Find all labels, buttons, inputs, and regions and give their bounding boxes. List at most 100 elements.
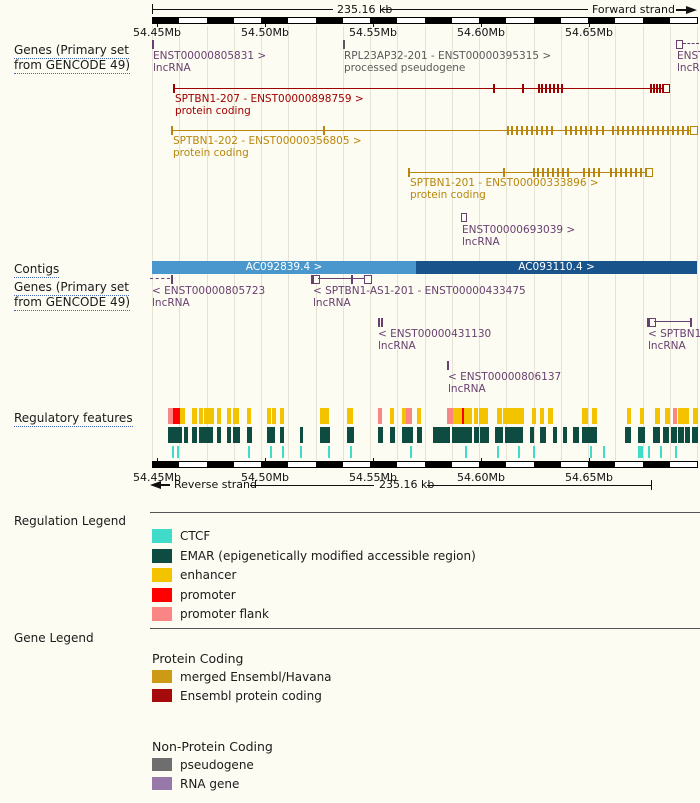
enhancer-block[interactable] <box>693 408 698 424</box>
emar-block[interactable] <box>685 427 690 443</box>
emar-block[interactable] <box>233 427 240 443</box>
enhancer-block[interactable] <box>548 408 553 424</box>
gene-label-SPTBN1-AS1-201[interactable]: < SPTBN1-AS1-201 - ENST00000433475 lncRNA <box>313 285 526 309</box>
ctcf-block[interactable] <box>675 446 677 458</box>
emar-block[interactable] <box>474 427 479 443</box>
emar-block[interactable] <box>553 427 557 443</box>
enhancer-block[interactable] <box>532 408 536 424</box>
gene-label-SPTBN1-202[interactable]: SPTBN1-202 - ENST00000356805 > protein co… <box>173 135 362 159</box>
enhancer-block[interactable] <box>417 408 421 424</box>
enhancer-block[interactable] <box>678 408 689 424</box>
ctcf-block[interactable] <box>300 446 302 458</box>
contig-AC093110.4[interactable]: AC093110.4 > <box>416 261 697 274</box>
emar-block[interactable] <box>582 427 597 443</box>
emar-block[interactable] <box>192 427 197 443</box>
enhancer-block[interactable] <box>655 408 660 424</box>
enhancer-block[interactable] <box>592 408 597 424</box>
enhancer-block[interactable] <box>503 408 524 424</box>
enhancer-block[interactable] <box>347 408 353 424</box>
emar-block[interactable] <box>280 427 284 443</box>
ctcf-block[interactable] <box>328 446 330 458</box>
enhancer-block[interactable] <box>497 408 502 424</box>
promoter-flank-block[interactable] <box>168 408 173 424</box>
gene-label-ENST00000693039[interactable]: ENST00000693039 > lncRNA <box>462 224 575 248</box>
ctcf-block[interactable] <box>590 446 592 458</box>
enhancer-block[interactable] <box>247 408 251 424</box>
promoter-flank-block[interactable] <box>406 408 412 424</box>
enhancer-block[interactable] <box>267 408 271 424</box>
track-label-contigs[interactable]: Contigs <box>14 262 60 278</box>
emar-block[interactable] <box>678 427 684 443</box>
emar-block[interactable] <box>540 427 546 443</box>
enhancer-block[interactable] <box>582 408 588 424</box>
enhancer-block[interactable] <box>192 408 197 424</box>
emar-block[interactable] <box>653 427 660 443</box>
emar-block[interactable] <box>480 427 489 443</box>
emar-block[interactable] <box>217 427 221 443</box>
ctcf-block[interactable] <box>248 446 250 458</box>
gene-label-clipped-right-top[interactable]: ENSTlncR <box>677 50 700 74</box>
ctcf-block[interactable] <box>518 446 520 458</box>
gene-label-ENST00000805723[interactable]: < ENST00000805723 lncRNA <box>152 285 265 309</box>
enhancer-block[interactable] <box>204 408 214 424</box>
enhancer-block[interactable] <box>390 408 394 424</box>
emar-block[interactable] <box>417 427 422 443</box>
enhancer-block[interactable] <box>474 408 478 424</box>
gene-label-SPTBN1-207[interactable]: SPTBN1-207 - ENST00000898759 > protein co… <box>175 93 364 117</box>
emar-block[interactable] <box>300 427 303 443</box>
ctcf-block[interactable] <box>350 446 352 458</box>
emar-block[interactable] <box>638 427 645 443</box>
enhancer-block[interactable] <box>280 408 284 424</box>
emar-block[interactable] <box>452 427 472 443</box>
emar-block[interactable] <box>663 427 669 443</box>
emar-block[interactable] <box>573 427 579 443</box>
transcript-line-SPTBN1-207[interactable] <box>173 88 663 89</box>
enhancer-block[interactable] <box>540 408 544 424</box>
promoter-block[interactable] <box>462 408 464 424</box>
promoter-flank-block[interactable] <box>673 408 677 424</box>
enhancer-block[interactable] <box>217 408 221 424</box>
promoter-block[interactable] <box>173 408 180 424</box>
emar-block[interactable] <box>320 427 330 443</box>
emar-block[interactable] <box>433 427 450 443</box>
transcript-line-SPTBN1-201[interactable] <box>408 172 646 173</box>
emar-block[interactable] <box>390 427 395 443</box>
track-label-regulatory-features[interactable]: Regulatory features <box>14 411 133 427</box>
emar-block[interactable] <box>184 427 188 443</box>
enhancer-block[interactable] <box>180 408 185 424</box>
gene-label-ENST00000806137[interactable]: < ENST00000806137 lncRNA <box>448 371 561 395</box>
ctcf-block[interactable] <box>660 446 662 458</box>
emar-block[interactable] <box>247 427 252 443</box>
enhancer-block[interactable] <box>665 408 670 424</box>
enhancer-block[interactable] <box>453 408 462 424</box>
transcript-line-SPTBN1-202[interactable] <box>171 130 690 131</box>
emar-block[interactable] <box>199 427 213 443</box>
enhancer-block[interactable] <box>464 408 472 424</box>
gene-label-ENST00000805831[interactable]: ENST00000805831 > lncRNA <box>153 50 266 74</box>
emar-block[interactable] <box>530 427 534 443</box>
emar-block[interactable] <box>495 427 503 443</box>
ctcf-block[interactable] <box>533 446 535 458</box>
gene-label-SPTBN1-clipped-right[interactable]: < SPTBN1 lncRNA <box>648 328 700 352</box>
enhancer-block[interactable] <box>640 408 644 424</box>
ctcf-block[interactable] <box>648 446 650 458</box>
ctcf-block[interactable] <box>177 446 179 458</box>
emar-block[interactable] <box>625 427 631 443</box>
ctcf-block[interactable] <box>282 446 284 458</box>
track-label-genes-bottom[interactable]: Genes (Primary set from GENCODE 49) <box>14 280 131 311</box>
emar-block[interactable] <box>671 427 677 443</box>
emar-block[interactable] <box>347 427 354 443</box>
ctcf-block[interactable] <box>270 446 272 458</box>
enhancer-block[interactable] <box>479 408 488 424</box>
ctcf-block[interactable] <box>603 446 605 458</box>
emar-block[interactable] <box>692 427 698 443</box>
enhancer-block[interactable] <box>272 408 276 424</box>
gene-label-SPTBN1-201[interactable]: SPTBN1-201 - ENST00000333896 > protein co… <box>410 177 599 201</box>
enhancer-block[interactable] <box>199 408 203 424</box>
contig-AC092839.4[interactable]: AC092839.4 > <box>152 261 416 274</box>
ctcf-block[interactable] <box>638 446 643 458</box>
enhancer-block[interactable] <box>320 408 329 424</box>
emar-block[interactable] <box>227 427 231 443</box>
emar-block[interactable] <box>563 427 567 443</box>
enhancer-block[interactable] <box>233 408 239 424</box>
